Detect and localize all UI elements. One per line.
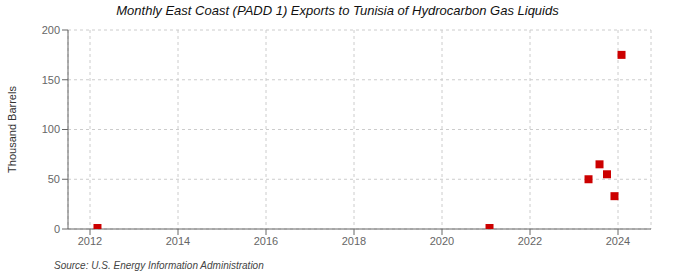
svg-text:2012: 2012 — [78, 235, 102, 247]
svg-text:2020: 2020 — [430, 235, 454, 247]
svg-text:2018: 2018 — [342, 235, 366, 247]
svg-text:2022: 2022 — [518, 235, 542, 247]
svg-text:0: 0 — [54, 223, 60, 235]
svg-text:2016: 2016 — [254, 235, 278, 247]
svg-text:2024: 2024 — [606, 235, 630, 247]
html-text:Monthly East Coast (PADD 1) Ex: Monthly East Coast (PADD 1) Exports to T… — [116, 3, 559, 18]
svg-text:2014: 2014 — [166, 235, 190, 247]
svg-text:50: 50 — [48, 173, 60, 185]
svg-text:100: 100 — [42, 123, 60, 135]
html-text:Source: U.S. Energy Informatio: Source: U.S. Energy Information Administ… — [54, 260, 264, 271]
svg-text:150: 150 — [42, 74, 60, 86]
svg-text:Thousand Barrels: Thousand Barrels — [8, 86, 18, 173]
svg-text:200: 200 — [42, 24, 60, 36]
